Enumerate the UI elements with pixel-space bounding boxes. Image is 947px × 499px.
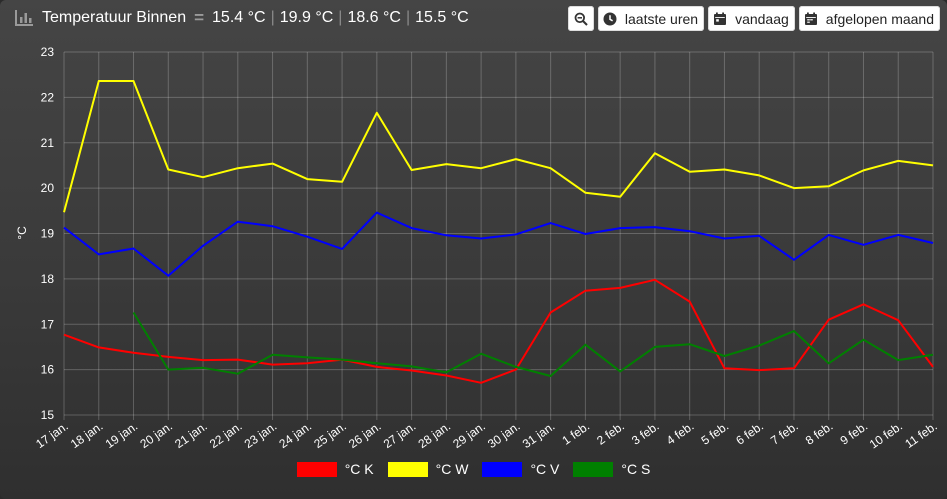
y-tick-label: 17 bbox=[41, 317, 55, 331]
widget-header: Temperatuur Binnen = 15.4 °C | 19.9 °C |… bbox=[14, 6, 469, 30]
y-tick-labels: 15 16 17 18 19 20 21 22 23 bbox=[41, 45, 55, 422]
x-tick-label: 8 feb. bbox=[803, 419, 836, 448]
series-line-3 bbox=[132, 311, 934, 377]
separator: | bbox=[270, 9, 275, 26]
x-tick-label: 17 jan. bbox=[33, 419, 71, 451]
legend-label: °C S bbox=[621, 461, 651, 477]
x-tick-label: 1 feb. bbox=[559, 419, 592, 448]
range-toolbar: laatste uren vandaag afgelopen m bbox=[567, 6, 940, 31]
x-tick-label: 29 jan. bbox=[450, 419, 488, 451]
zoom-out-button[interactable] bbox=[567, 6, 594, 31]
x-tick-label: 24 jan. bbox=[276, 419, 314, 451]
legend-label: °C V bbox=[530, 461, 560, 477]
x-tick-label: 5 feb. bbox=[699, 419, 732, 448]
y-tick-label: 20 bbox=[41, 181, 55, 195]
x-tick-label: 26 jan. bbox=[346, 419, 384, 451]
y-axis-label: °C bbox=[15, 226, 29, 240]
legend-label: °C K bbox=[344, 461, 374, 477]
x-tick-label: 18 jan. bbox=[68, 419, 106, 451]
x-tick-label: 31 jan. bbox=[520, 419, 558, 451]
x-tick-label: 3 feb. bbox=[629, 419, 662, 448]
calendar-icon bbox=[714, 12, 727, 25]
today-button[interactable]: vandaag bbox=[708, 6, 795, 31]
x-tick-label: 11 feb. bbox=[902, 419, 939, 451]
series-line-2 bbox=[63, 211, 934, 277]
widget-title: Temperatuur Binnen bbox=[42, 9, 187, 26]
reading-v: 18.6 °C bbox=[347, 9, 401, 26]
y-tick-label: 19 bbox=[41, 227, 55, 241]
legend-item[interactable]: °C S bbox=[573, 460, 650, 478]
y-tick-label: 22 bbox=[41, 90, 55, 104]
x-tick-label: 19 jan. bbox=[103, 419, 141, 451]
series-lines bbox=[63, 80, 934, 384]
separator: | bbox=[405, 9, 411, 26]
y-tick-label: 16 bbox=[41, 363, 55, 377]
legend-label: °C W bbox=[435, 461, 469, 477]
x-tick-label: 30 jan. bbox=[485, 419, 523, 451]
reading-s: 15.5 °C bbox=[415, 9, 469, 26]
last-month-button[interactable]: afgelopen maand bbox=[798, 6, 940, 31]
x-tick-label: 23 jan. bbox=[242, 419, 280, 451]
reading-w: 19.9 °C bbox=[279, 9, 334, 26]
equals-icon: = bbox=[194, 8, 205, 27]
series-line-0 bbox=[63, 278, 934, 384]
calendar-icon bbox=[804, 12, 817, 25]
legend-swatch bbox=[296, 461, 337, 477]
x-tick-label: 4 feb. bbox=[664, 419, 697, 448]
x-tick-labels: 17 jan.18 jan.19 jan.20 jan.21 jan.22 ja… bbox=[33, 419, 940, 452]
x-tick-label: 21 jan. bbox=[172, 419, 210, 451]
x-tick-label: 9 feb. bbox=[838, 419, 871, 448]
last-month-label: afgelopen maand bbox=[825, 10, 934, 27]
bar-chart-icon bbox=[15, 10, 33, 26]
x-tick-label: 25 jan. bbox=[311, 419, 349, 451]
x-tick-label: 6 feb. bbox=[733, 419, 766, 448]
x-tick-label: 22 jan. bbox=[207, 419, 245, 451]
y-tick-label: 21 bbox=[41, 136, 55, 150]
clock-icon bbox=[603, 12, 617, 25]
legend-swatch bbox=[482, 461, 523, 477]
x-tick-label: 2 feb. bbox=[594, 419, 627, 448]
legend-item[interactable]: °C K bbox=[296, 460, 374, 478]
zoom-out-icon bbox=[574, 12, 588, 26]
today-label: vandaag bbox=[735, 10, 789, 27]
chart-legend: °C K °C W °C V °C S bbox=[0, 460, 947, 478]
x-tick-label: 28 jan. bbox=[416, 419, 454, 451]
legend-swatch bbox=[573, 461, 614, 477]
last-hours-label: laatste uren bbox=[624, 10, 699, 27]
series-line-1 bbox=[63, 80, 934, 213]
x-tick-label: 10 feb. bbox=[867, 419, 905, 452]
y-tick-label: 18 bbox=[41, 272, 55, 286]
grid-lines bbox=[63, 51, 934, 420]
legend-item[interactable]: °C V bbox=[482, 460, 559, 478]
y-tick-label: 23 bbox=[41, 45, 55, 59]
legend-item[interactable]: °C W bbox=[387, 460, 469, 478]
x-tick-label: 7 feb. bbox=[768, 419, 801, 448]
last-hours-button[interactable]: laatste uren bbox=[597, 6, 705, 31]
x-tick-label: 20 jan. bbox=[137, 419, 175, 451]
reading-k: 15.4 °C bbox=[212, 9, 266, 26]
legend-swatch bbox=[387, 461, 428, 477]
separator: | bbox=[338, 9, 343, 26]
x-tick-label: 27 jan. bbox=[381, 419, 419, 451]
y-tick-label: 15 bbox=[41, 408, 55, 422]
